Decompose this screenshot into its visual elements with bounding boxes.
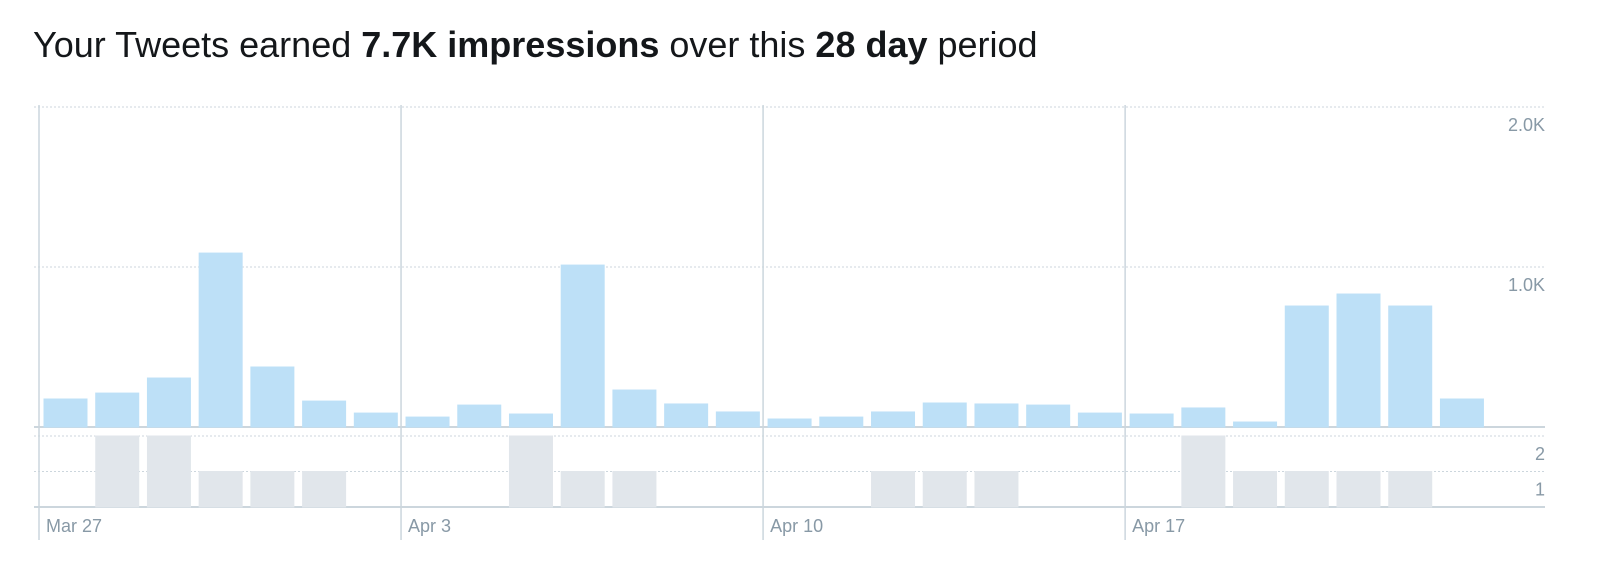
- title-part: 7.7K impressions: [361, 24, 660, 65]
- bar: [612, 389, 657, 428]
- x-tick-label: Apr 17: [1132, 516, 1185, 536]
- bar: [612, 471, 657, 508]
- bar: [1077, 412, 1122, 428]
- bar: [457, 404, 502, 428]
- bar: [146, 377, 191, 428]
- bar: [405, 416, 450, 428]
- bar: [198, 471, 243, 508]
- bar: [1233, 421, 1278, 428]
- bar: [1388, 471, 1433, 508]
- bar: [974, 471, 1019, 508]
- bar: [353, 412, 398, 428]
- x-tick-label: Mar 27: [46, 516, 102, 536]
- y-tick-label: 1.0K: [1508, 275, 1545, 295]
- bar: [715, 411, 760, 428]
- bar: [95, 392, 140, 428]
- bar: [1181, 435, 1226, 508]
- bar: [1181, 407, 1226, 428]
- bar: [250, 471, 295, 508]
- bar: [95, 435, 140, 508]
- title-part: 28 day: [815, 24, 928, 65]
- bar: [922, 402, 967, 428]
- title-part: period: [937, 24, 1038, 65]
- bar: [146, 435, 191, 508]
- y-tick-label: 2: [1535, 444, 1545, 464]
- y-tick-label: 1: [1535, 480, 1545, 500]
- bar: [1284, 471, 1329, 508]
- bar: [1026, 404, 1071, 428]
- bar: [250, 366, 295, 428]
- title-part: over this: [669, 24, 806, 65]
- bar: [819, 416, 864, 428]
- bar: [560, 264, 605, 428]
- bar: [664, 403, 709, 428]
- bar: [767, 418, 812, 428]
- bar: [508, 413, 553, 428]
- bar: [1233, 471, 1278, 508]
- x-tick-label: Apr 3: [408, 516, 451, 536]
- bar: [974, 403, 1019, 428]
- bar: [1336, 293, 1381, 428]
- bar: [1439, 398, 1484, 428]
- bar: [871, 411, 916, 428]
- bar: [302, 400, 347, 428]
- x-tick-label: Apr 10: [770, 516, 823, 536]
- bar: [1284, 305, 1329, 428]
- bar: [1336, 471, 1381, 508]
- bar: [1129, 413, 1174, 428]
- bar: [508, 435, 553, 508]
- bar: [871, 471, 916, 508]
- title-part: Your Tweets earned: [33, 24, 352, 65]
- bar: [1388, 305, 1433, 428]
- bar: [560, 471, 605, 508]
- bar: [302, 471, 347, 508]
- bar: [198, 252, 243, 428]
- bar: [43, 398, 88, 428]
- y-tick-label: 2.0K: [1508, 115, 1545, 135]
- title: Your Tweets earned 7.7K impressions over t…: [33, 24, 1048, 66]
- bar: [922, 471, 967, 508]
